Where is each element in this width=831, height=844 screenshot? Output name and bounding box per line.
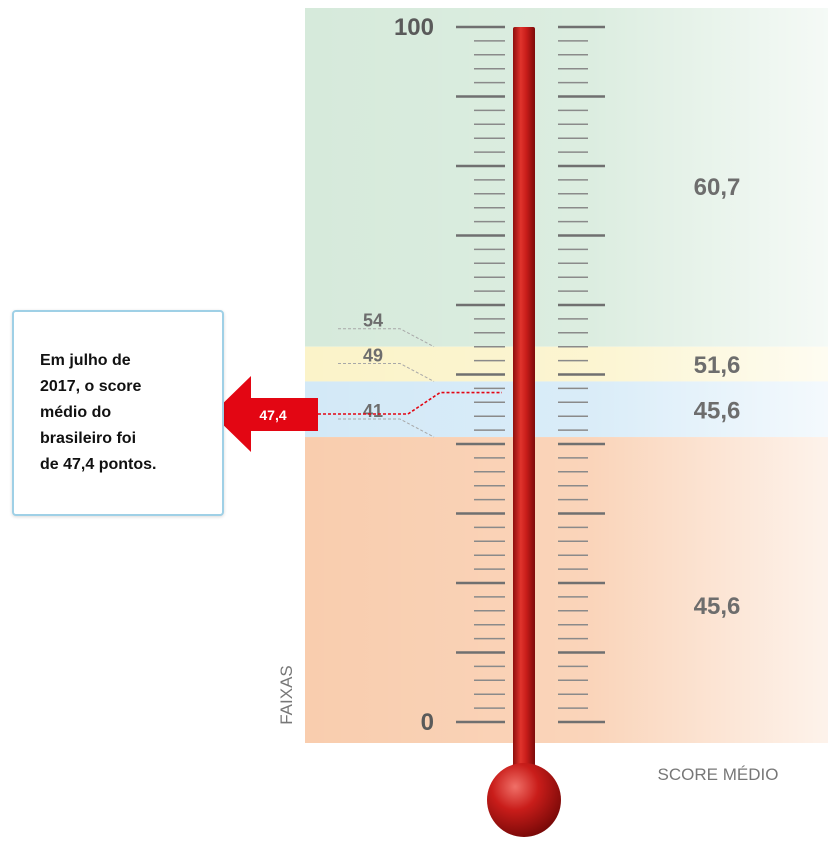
x-axis-label: FAIXAS [277,665,296,725]
scale-max-label: 100 [394,14,434,41]
threshold-leader-0 [338,328,435,348]
scale-min-label: 0 [421,709,434,736]
marker-arrow [212,376,318,452]
thermometer-tube [513,27,535,790]
band-score-label-0: 60,7 [694,174,741,201]
threshold-label-0: 54 [363,311,383,331]
band-score-label-2: 45,6 [694,397,741,424]
threshold-leader-2 [338,418,435,438]
callout-text: Em julho de 2017, o score médio do brasi… [40,352,157,473]
threshold-label-1: 49 [363,345,383,365]
marker-value-label: 47,4 [259,407,286,423]
thermometer-bulb [487,763,561,837]
callout-box: Em julho de 2017, o score médio do brasi… [12,310,224,516]
band-score-label-3: 45,6 [694,593,741,620]
band-score-label-1: 51,6 [694,352,741,379]
marker-line [318,391,502,415]
y-axis-label: SCORE MÉDIO [658,765,779,784]
threshold-leader-1 [338,362,435,382]
threshold-label-2: 41 [363,401,383,421]
